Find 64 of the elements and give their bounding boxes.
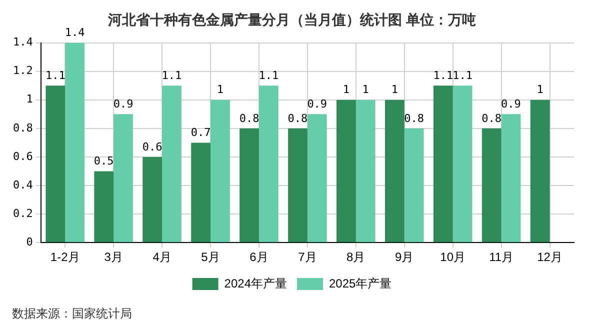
data-label: 0.8 (239, 112, 260, 125)
bar (482, 128, 502, 242)
y-tick-label: 1.2 (12, 64, 33, 78)
y-tick-label: 0.6 (12, 150, 33, 163)
bar (258, 86, 278, 242)
data-label: 1.1 (258, 68, 279, 82)
bar (114, 114, 133, 242)
data-label: 0.8 (288, 112, 308, 125)
x-tick-label: 6月 (250, 250, 268, 264)
x-tick-label: 10月 (440, 250, 466, 264)
legend-label: 2025年产量 (329, 276, 392, 290)
bar (530, 100, 550, 242)
x-tick-label: 12月 (537, 250, 562, 264)
y-tick-label: 1.4 (12, 36, 34, 49)
y-tick-label: 0.8 (12, 121, 33, 134)
data-label: 1 (391, 83, 398, 96)
x-tick-label: 11月 (489, 250, 514, 264)
bar (288, 128, 308, 242)
data-label: 1.1 (45, 68, 66, 82)
x-tick-label: 5月 (201, 250, 220, 264)
y-tick-label: 1 (26, 92, 33, 106)
data-label: 0.6 (142, 140, 162, 154)
legend-label: 2024年产量 (224, 276, 288, 290)
bar (501, 114, 521, 242)
data-label: 1 (362, 83, 369, 96)
bar (307, 114, 327, 242)
data-label: 1.1 (433, 68, 454, 82)
data-label: 1 (216, 83, 224, 96)
x-tick-label: 7月 (298, 250, 317, 264)
bar (240, 128, 259, 242)
bar (94, 171, 114, 242)
bar (384, 100, 404, 242)
bar (356, 100, 376, 242)
data-label: 1.4 (64, 26, 86, 40)
data-label: 0.9 (501, 98, 521, 111)
x-tick-label: 3月 (104, 250, 123, 264)
x-tick-label: 1-2月 (50, 250, 80, 264)
x-tick-label: 4月 (152, 250, 172, 264)
y-tick-label: 0.4 (12, 178, 34, 192)
y-tick-label: 0 (26, 235, 33, 248)
data-label: 0.7 (190, 126, 211, 140)
data-label: 0.9 (307, 98, 328, 111)
bar (46, 86, 66, 242)
bar (404, 128, 424, 242)
source-note: 数据来源：国家统计局 (12, 306, 132, 320)
data-label: 1 (536, 83, 544, 96)
data-label: 1.1 (452, 68, 472, 82)
bar (452, 86, 472, 242)
data-label: 0.8 (404, 112, 424, 125)
data-label: 0.8 (482, 112, 502, 125)
data-label: 0.5 (94, 154, 114, 168)
chart-title: 河北省十种有色金属产量分月（当月值）统计图 单位：万吨 (107, 11, 476, 28)
bar (210, 100, 230, 242)
data-label: 0.9 (113, 98, 134, 111)
bar (191, 142, 210, 242)
y-tick-label: 0.2 (12, 206, 33, 220)
x-tick-label: 8月 (346, 250, 366, 264)
data-label: 1 (342, 83, 350, 96)
x-tick-label: 9月 (395, 250, 414, 264)
bar (336, 100, 356, 242)
data-label: 1.1 (162, 68, 182, 82)
bar (142, 156, 162, 242)
bar (433, 86, 453, 242)
bar (162, 86, 182, 242)
